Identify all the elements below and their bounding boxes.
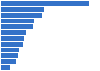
Bar xyxy=(1,53,18,58)
Bar xyxy=(1,59,16,64)
Bar xyxy=(1,7,44,12)
Bar xyxy=(1,42,23,47)
Bar xyxy=(1,1,89,6)
Bar xyxy=(1,48,19,52)
Bar xyxy=(1,13,42,18)
Bar xyxy=(1,30,26,35)
Bar xyxy=(1,65,10,70)
Bar xyxy=(1,24,33,29)
Bar xyxy=(1,36,24,41)
Bar xyxy=(1,19,34,23)
